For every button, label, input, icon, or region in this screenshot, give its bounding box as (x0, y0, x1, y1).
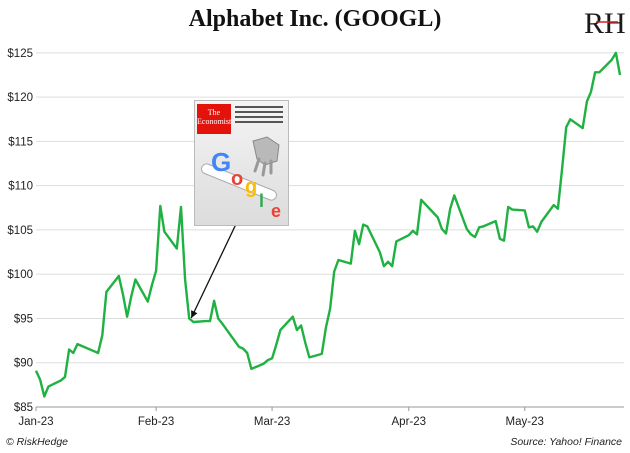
annotation-arrow (190, 221, 238, 319)
economist-cover-inset: The Economist G o g l e (194, 100, 289, 226)
footer-source: Source: Yahoo! Finance (510, 436, 622, 448)
logo-text: RH (584, 7, 626, 40)
y-tick-label: $95 (14, 313, 33, 325)
y-tick-label: $115 (8, 136, 33, 148)
y-tick-label: $90 (14, 358, 33, 370)
x-tick-label: Mar-23 (254, 416, 290, 428)
chart-title: Alphabet Inc. (GOOGL) (188, 6, 442, 32)
y-tick-label: $120 (7, 92, 33, 104)
riskhedge-logo: RH (584, 7, 626, 40)
y-tick-label: $100 (7, 269, 33, 281)
footer-credit: © RiskHedge (6, 436, 69, 448)
x-axis: Jan-23 Feb-23 Mar-23 Apr-23 May-23 (18, 407, 544, 428)
x-tick-label: Feb-23 (138, 416, 174, 428)
x-tick-label: Apr-23 (392, 416, 427, 428)
svg-text:o: o (231, 168, 243, 190)
y-tick-label: $85 (14, 402, 33, 414)
annotation-arrow-line (190, 221, 238, 319)
y-tick-label: $110 (8, 181, 33, 193)
svg-text:e: e (271, 201, 281, 221)
x-tick-label: May-23 (506, 416, 544, 428)
svg-text:l: l (259, 191, 264, 211)
gridlines (36, 52, 624, 408)
annotation-arrowhead (191, 310, 198, 319)
y-tick-label: $125 (7, 48, 33, 60)
cover-masthead: The Economist (197, 104, 231, 134)
series-line-googl (34, 51, 622, 398)
y-tick-label: $105 (7, 225, 33, 237)
y-axis: $85 $90 $95 $100 $105 $110 $115 $120 $125 (7, 48, 33, 414)
robot-hand-icon: G o g l e (201, 136, 281, 221)
svg-text:g: g (245, 176, 257, 198)
svg-text:G: G (211, 147, 231, 177)
x-tick-label: Jan-23 (18, 416, 53, 428)
cover-headlines (235, 106, 283, 126)
